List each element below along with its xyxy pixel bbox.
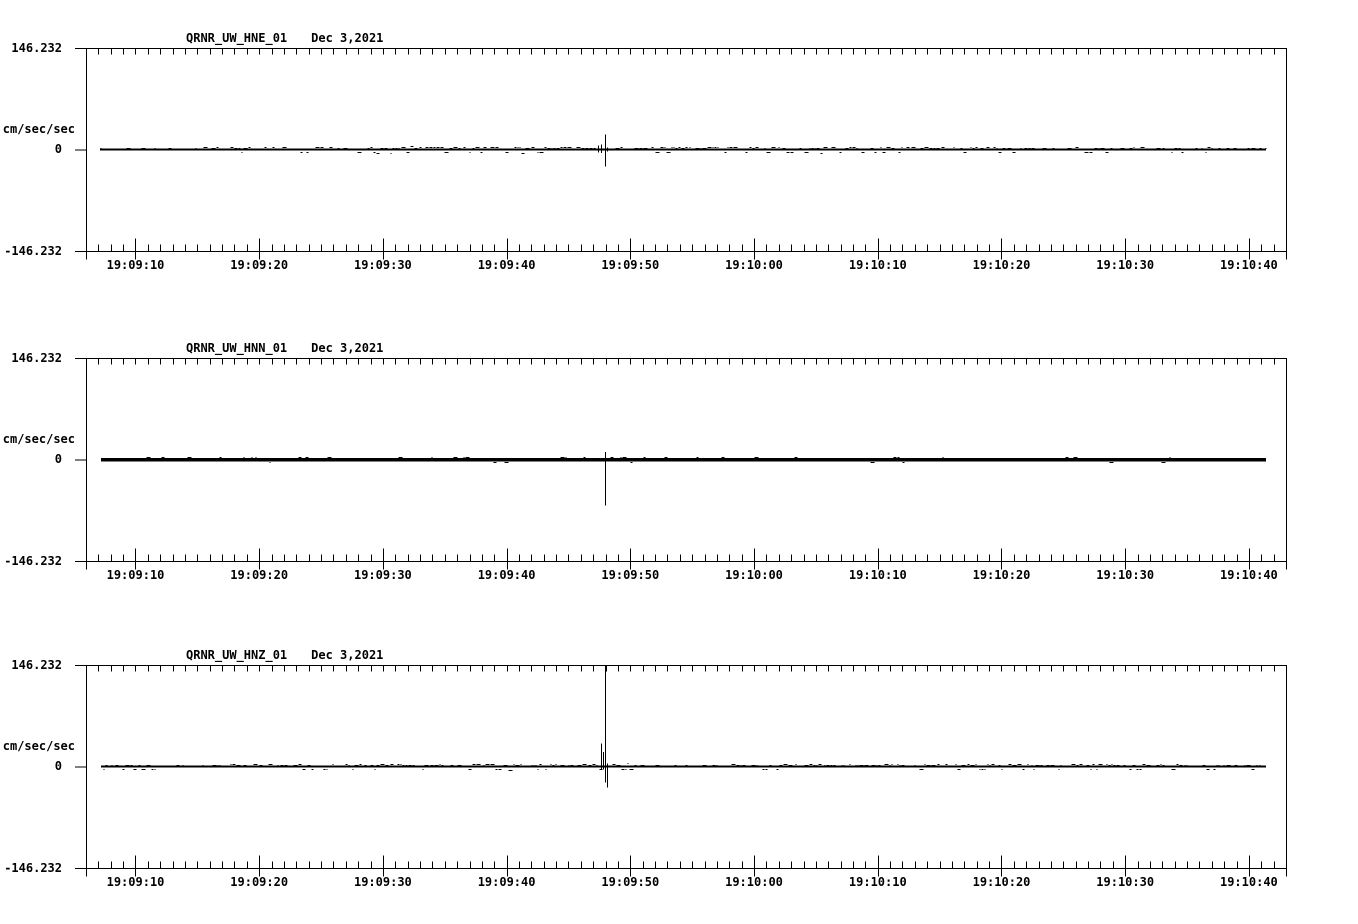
panel-hnz: QRNR_UW_HNZ_01 Dec 3,2021 146.232 cm/sec/… <box>0 635 1358 924</box>
channel-title: QRNR_UW_HNE_01 <box>186 31 288 45</box>
panel-title: QRNR_UW_HNZ_01 Dec 3,2021 <box>186 647 383 663</box>
x-tick-label: 19:09:50 <box>601 568 660 582</box>
x-tick-label: 19:10:20 <box>972 568 1031 582</box>
y-unit-label: cm/sec/sec <box>2 432 75 446</box>
event-spikes <box>600 451 606 506</box>
x-tick-label: 19:09:30 <box>353 568 412 582</box>
panel-title: QRNR_UW_HNE_01 Dec 3,2021 <box>186 30 383 46</box>
x-tick-label: 19:10:40 <box>1219 875 1278 889</box>
y-ticks <box>75 358 86 562</box>
waveform-baseline <box>100 148 1266 151</box>
y-ticks <box>75 665 86 869</box>
x-tick-label: 19:10:40 <box>1219 568 1278 582</box>
x-tick-label: 19:10:00 <box>725 875 783 889</box>
x-tick-label: 19:10:30 <box>1096 258 1155 272</box>
date-label: Dec 3,2021 <box>311 648 384 662</box>
x-major-ticks <box>86 238 1287 260</box>
waveform-noise <box>146 457 1171 463</box>
event-spikes <box>601 665 608 788</box>
date-label: Dec 3,2021 <box>311 341 384 355</box>
top-ticks <box>98 665 1275 672</box>
date-label: Dec 3,2021 <box>311 31 384 45</box>
waveform-noise <box>103 763 1261 771</box>
x-axis-labels: 19:09:10 19:09:20 19:09:30 19:09:40 19:09:50… <box>0 257 1358 273</box>
y-min-label: -146.232 <box>4 554 62 568</box>
channel-title: QRNR_UW_HNN_01 <box>186 341 288 355</box>
x-tick-label: 19:10:30 <box>1096 875 1155 889</box>
x-tick-label: 19:09:30 <box>353 258 412 272</box>
x-tick-label: 19:09:10 <box>106 875 165 889</box>
y-min-label: -146.232 <box>4 244 62 258</box>
seismogram-plot-hne <box>75 48 1287 260</box>
x-tick-label: 19:09:20 <box>230 875 289 889</box>
y-max-label: 146.232 <box>11 351 62 365</box>
waveform-baseline <box>101 765 1266 768</box>
y-zero-label: 0 <box>54 452 62 466</box>
x-tick-label: 19:09:20 <box>230 258 289 272</box>
top-ticks <box>98 48 1275 55</box>
waveform-noise <box>100 146 1267 154</box>
x-tick-label: 19:10:00 <box>725 568 783 582</box>
y-zero-label: 0 <box>54 142 62 156</box>
panel-title: QRNR_UW_HNN_01 Dec 3,2021 <box>186 340 383 356</box>
x-axis-labels: 19:09:10 19:09:20 19:09:30 19:09:40 19:09:50… <box>0 874 1358 890</box>
panel-hne: QRNR_UW_HNE_01 Dec 3,2021 146.232 cm/sec/… <box>0 18 1358 318</box>
x-tick-label: 19:09:20 <box>230 568 289 582</box>
x-major-ticks <box>86 548 1287 570</box>
x-minor-ticks <box>98 861 1275 869</box>
x-tick-label: 19:10:10 <box>848 258 907 272</box>
y-max-label: 146.232 <box>11 41 62 55</box>
top-ticks <box>98 358 1275 365</box>
x-axis-labels: 19:09:10 19:09:20 19:09:30 19:09:40 19:09:50… <box>0 567 1358 583</box>
x-minor-ticks <box>98 244 1275 252</box>
x-tick-label: 19:09:40 <box>477 258 536 272</box>
x-tick-label: 19:10:30 <box>1096 568 1155 582</box>
seismogram-plot-hnz <box>75 665 1287 877</box>
x-major-ticks <box>86 855 1287 877</box>
y-ticks <box>75 48 86 252</box>
waveform-baseline <box>101 457 1266 462</box>
y-unit-label: cm/sec/sec <box>2 122 75 136</box>
seismogram-plot-hnn <box>75 358 1287 570</box>
channel-title: QRNR_UW_HNZ_01 <box>186 648 288 662</box>
x-tick-label: 19:10:10 <box>848 568 907 582</box>
y-max-label: 146.232 <box>11 658 62 672</box>
x-tick-label: 19:10:00 <box>725 258 783 272</box>
event-spikes <box>598 134 608 167</box>
y-min-label: -146.232 <box>4 861 62 875</box>
x-tick-label: 19:09:40 <box>477 568 536 582</box>
y-zero-label: 0 <box>54 759 62 773</box>
x-tick-label: 19:09:10 <box>106 258 165 272</box>
x-tick-label: 19:10:20 <box>972 875 1031 889</box>
x-tick-label: 19:09:40 <box>477 875 536 889</box>
x-tick-label: 19:10:20 <box>972 258 1031 272</box>
x-tick-label: 19:09:50 <box>601 258 660 272</box>
y-unit-label: cm/sec/sec <box>2 739 75 753</box>
x-tick-label: 19:09:50 <box>601 875 660 889</box>
x-tick-label: 19:09:10 <box>106 568 165 582</box>
x-tick-label: 19:10:40 <box>1219 258 1278 272</box>
x-tick-label: 19:09:30 <box>353 875 412 889</box>
panel-hnn: QRNR_UW_HNN_01 Dec 3,2021 146.232 cm/sec/… <box>0 328 1358 628</box>
x-minor-ticks <box>98 554 1275 562</box>
x-tick-label: 19:10:10 <box>848 875 907 889</box>
